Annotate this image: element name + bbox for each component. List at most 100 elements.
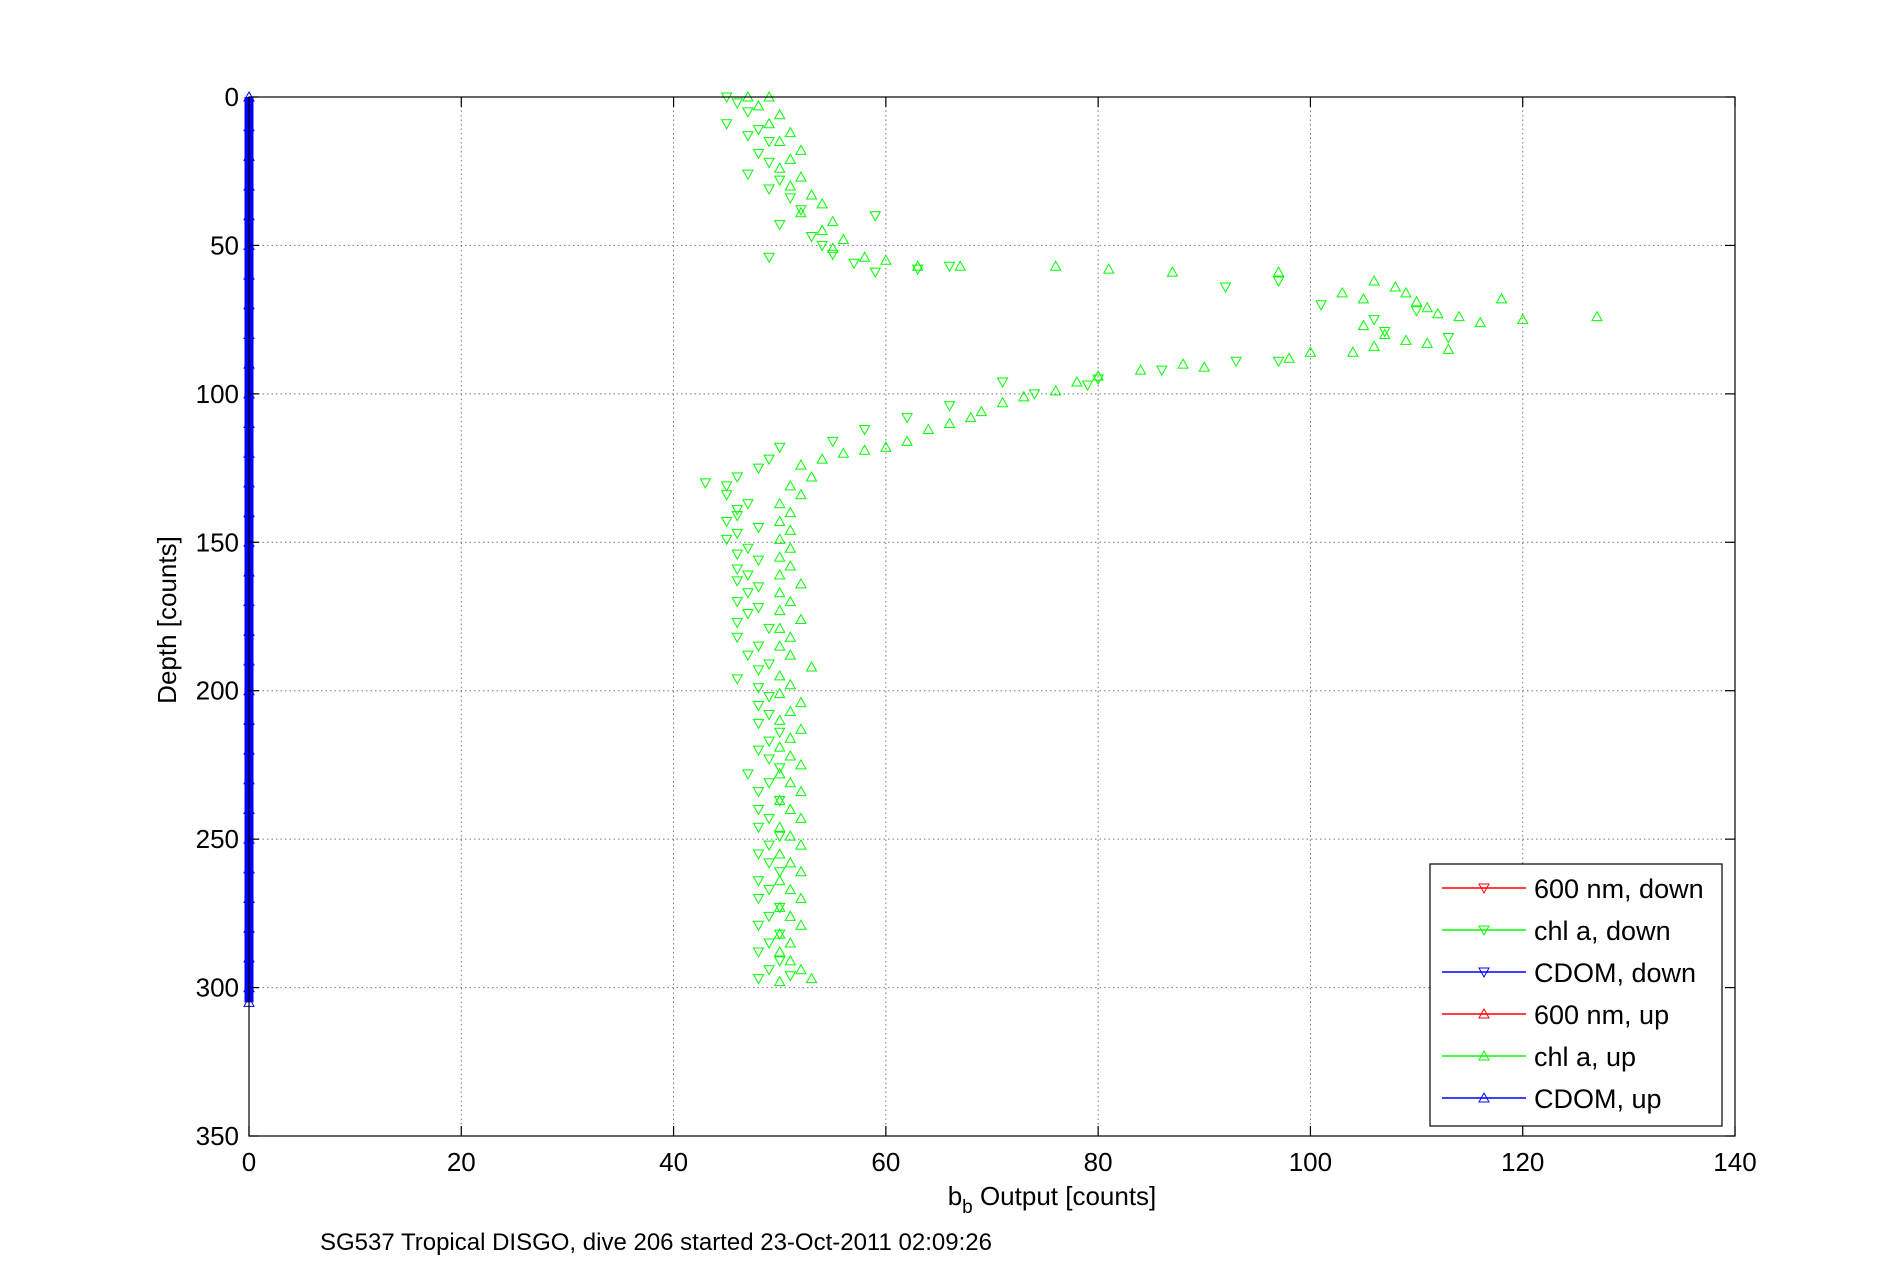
data-point-chl-a-up <box>826 215 839 227</box>
data-point-chl-a-up <box>805 470 818 482</box>
data-point-chl-a-up <box>795 723 807 734</box>
data-point-chl-a-up <box>773 874 786 886</box>
data-point-chl-a-down <box>773 442 786 454</box>
data-point-chl-a-down <box>720 119 733 130</box>
data-point-chl-a-up <box>922 423 935 434</box>
data-point-chl-a-down <box>763 709 775 721</box>
data-point-chl-a-down <box>752 718 765 730</box>
data-point-chl-a-down <box>826 436 839 448</box>
data-point-chl-a-down <box>752 822 765 834</box>
data-point-chl-a-up <box>773 135 786 147</box>
data-point-chl-a-down <box>731 597 744 608</box>
data-point-chl-a-up <box>816 197 829 209</box>
data-point-chl-a-up <box>795 865 807 877</box>
x-tick-label: 80 <box>1084 1147 1113 1177</box>
data-point-chl-a-down <box>752 641 765 653</box>
data-point-chl-a-up <box>943 417 956 429</box>
data-point-chl-a-down <box>752 603 765 614</box>
data-point-chl-a-down <box>1272 276 1285 288</box>
data-point-chl-a-up <box>795 758 807 770</box>
legend-label-cdom-down: CDOM, down <box>1534 958 1696 988</box>
data-point-chl-a-up <box>773 821 786 832</box>
legend-label-cdom-up: CDOM, up <box>1534 1084 1662 1114</box>
data-point-chl-a-down <box>752 125 765 136</box>
x-tick-label: 140 <box>1713 1147 1756 1177</box>
axes: 0 20 40 60 80 100 120 140 0 50 100 150 200 250 300 350 <box>196 82 1757 1177</box>
x-tick-label: 120 <box>1501 1147 1544 1177</box>
data-point-chl-a-up <box>816 453 829 464</box>
data-point-chl-a-up <box>964 411 977 423</box>
legend-marker-cdom-up <box>1478 1091 1490 1103</box>
data-point-chl-a-up <box>1347 346 1359 357</box>
data-point-chl-a-down <box>742 769 754 780</box>
data-point-chl-a-up <box>773 945 786 957</box>
data-point-chl-a-up <box>1049 260 1062 271</box>
data-point-chl-a-up <box>795 963 807 975</box>
legend-marker-cdom-down <box>1478 967 1490 979</box>
data-point-chl-a-up <box>1198 361 1211 372</box>
data-point-chl-a-up <box>773 794 786 806</box>
data-point-chl-a-down <box>752 947 765 958</box>
data-point-chl-a-up <box>1421 337 1434 348</box>
data-point-chl-a-up <box>1421 301 1434 313</box>
y-tick-label: 300 <box>196 973 239 1003</box>
data-point-chl-a-up <box>1092 370 1104 381</box>
data-point-chl-a-up <box>784 649 797 660</box>
data-point-chl-a-down <box>720 534 733 546</box>
data-point-chl-a-up <box>784 910 797 921</box>
data-point-chl-a-up <box>1389 280 1402 292</box>
data-point-chl-a-down <box>720 517 733 528</box>
data-point-chl-a-down <box>742 499 754 510</box>
data-point-chl-a-down <box>731 617 744 629</box>
data-point-chl-a-down <box>731 528 744 540</box>
data-point-chl-a-up <box>858 251 871 262</box>
data-point-chl-a-up <box>1304 346 1317 357</box>
data-point-chl-a-down <box>763 911 775 923</box>
data-point-chl-a-up <box>784 180 797 191</box>
data-point-chl-a-up <box>784 749 797 761</box>
data-point-chl-a-down <box>848 258 860 270</box>
data-point-chl-a-up <box>773 687 786 699</box>
data-point-chl-a-down <box>752 787 765 798</box>
data-point-chl-a-up <box>773 714 786 725</box>
data-point-chl-a-down <box>763 778 775 789</box>
data-point-chl-a-up <box>1495 292 1508 304</box>
legend-marker-chl-a-down <box>1478 925 1490 937</box>
data-point-chl-a-up <box>1272 266 1285 277</box>
data-point-chl-a-down <box>763 965 775 976</box>
legend-label-chl-a-up: chl a, up <box>1534 1042 1636 1072</box>
data-point-chl-a-up <box>880 441 892 452</box>
data-point-chl-a-down <box>773 867 786 878</box>
data-point-chl-a-up <box>763 117 775 129</box>
data-point-chl-a-down <box>752 555 765 567</box>
data-point-chl-a-down <box>1230 356 1242 368</box>
data-point-chl-a-up <box>784 678 797 690</box>
data-point-chl-a-up <box>911 260 924 271</box>
data-point-chl-a-down <box>720 481 733 492</box>
data-point-chl-a-down <box>1315 300 1327 311</box>
data-point-chl-a-up <box>1102 263 1115 274</box>
data-point-chl-a-down <box>752 582 765 593</box>
data-point-chl-a-up <box>773 901 786 912</box>
data-point-chl-a-up <box>773 108 786 120</box>
data-point-chl-a-up <box>1336 286 1349 298</box>
data-point-chl-a-up <box>795 171 807 182</box>
x-tick-label: 20 <box>447 1147 476 1177</box>
x-axis-label-subscript: b <box>962 1197 973 1218</box>
data-point-chl-a-down <box>742 570 754 581</box>
data-point-chl-a-up <box>1378 328 1391 339</box>
data-point-chl-a-down <box>752 745 765 757</box>
data-point-chl-a-down <box>996 377 1009 389</box>
data-point-chl-a-down <box>1081 380 1094 391</box>
data-point-chl-a-down <box>731 674 744 685</box>
data-point-chl-a-up <box>1591 310 1603 322</box>
data-point-chl-a-down <box>752 920 765 932</box>
data-point-chl-a-down <box>752 974 765 985</box>
data-point-chl-a-up <box>1400 286 1412 298</box>
data-point-chl-a-down <box>752 463 765 475</box>
data-point-chl-a-up <box>784 631 797 642</box>
data-point-chl-a-up <box>858 444 871 455</box>
data-point-chl-a-down <box>752 849 765 861</box>
data-point-chl-a-up <box>805 188 818 200</box>
